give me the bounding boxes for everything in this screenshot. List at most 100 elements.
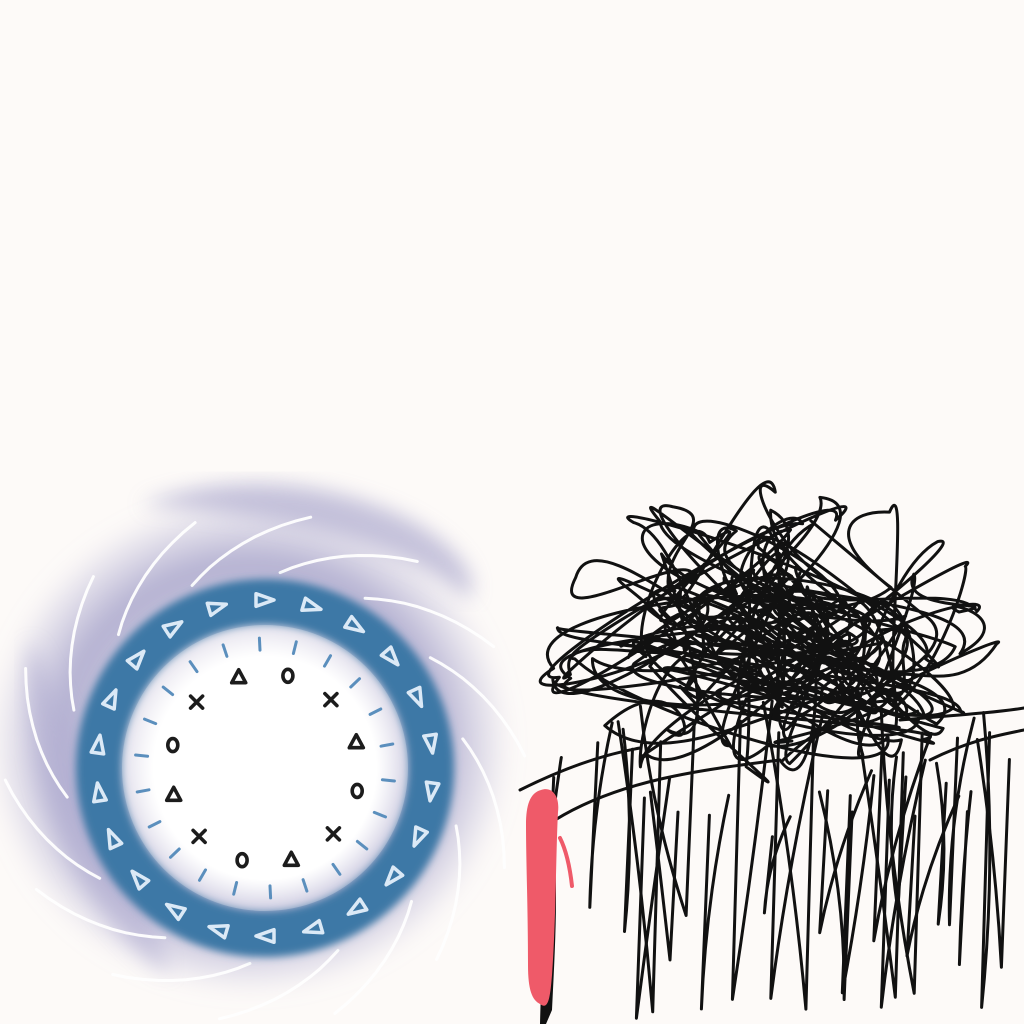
outer-triangle-symbol [207,923,230,940]
swirl-line [363,596,496,649]
swirl-line [34,887,167,940]
scribble-ray [621,727,634,933]
tick-mark [349,677,361,689]
circle-symbol [235,851,249,869]
cross-symbol [191,828,207,845]
swirl-line [333,899,413,1015]
scribble-ray [857,731,905,999]
swirl-line [24,667,69,799]
outer-triangle-symbol [164,902,187,922]
tick-mark [161,685,175,697]
swirl-line [428,656,527,758]
tick-mark [169,847,181,859]
tick-mark [143,717,158,726]
scribble-ray [872,732,933,943]
outer-triangle-symbol [379,645,400,667]
scribble-stroke [518,746,642,792]
scribble-ray [699,793,731,1011]
scribble-ray [818,769,873,935]
tick-mark [257,636,262,652]
circle-symbol [281,667,295,685]
tick-mark [232,881,239,896]
triangle-symbol [347,732,366,750]
tick-mark [221,643,229,658]
tick-mark [372,810,387,819]
outer-triangle-symbol [422,732,439,755]
tick-mark [198,868,207,882]
scribble-ray [648,790,680,962]
scribble-stroke [898,706,1024,722]
outer-triangle-symbol [343,614,366,634]
swirl-line [435,824,462,961]
swirl-line [111,961,252,983]
tick-mark [301,878,309,893]
swirl-line [117,521,197,637]
outer-triangle-symbol [91,781,108,804]
portal-tick-marks [134,636,396,900]
tick-mark [368,707,383,716]
tick-mark [135,788,151,794]
tick-mark [268,884,273,900]
scribble-ray [817,790,854,1001]
scribble-ray [957,790,973,966]
swirl-line [190,515,313,587]
scribble-stroke [928,728,1024,762]
swirl-line [3,778,102,880]
outer-triangle-symbol [125,649,146,671]
tick-mark [134,753,150,758]
triangle-symbol [229,667,248,685]
outer-triangle-symbol [89,733,106,756]
portal-ring [76,579,454,957]
tick-mark [355,839,369,851]
portal-outer-triangles [89,591,441,945]
scribble-ray [905,794,961,958]
cross-symbol [188,694,205,710]
scribble-ray [588,721,614,909]
swirl-line [461,737,506,869]
vortex-swirl-lines [3,515,527,1021]
scribble-ray [980,711,992,1009]
circle-symbol [166,736,180,754]
swirl-line [217,949,340,1021]
scribble-loops [538,480,1001,784]
outer-triangle-symbol [205,601,229,618]
red-figure [526,789,574,1024]
tick-mark [291,640,298,655]
outer-triangle-symbol [301,918,325,935]
outer-triangle-symbol [424,780,441,803]
portal-inner-symbols [164,667,366,869]
tick-mark [331,862,342,876]
outer-triangle-symbol [254,591,276,609]
swirl-line [278,553,419,575]
scribble-ray [616,720,663,1014]
cross-symbol [323,691,339,708]
scribble-rays [518,699,1024,1020]
swirl-line [68,575,95,712]
scribble-stroke [553,758,782,822]
scribble-ray [730,699,774,1001]
outer-triangle-symbol [161,620,184,639]
scribble-ray [935,761,948,926]
outer-triangle-symbol [300,596,323,613]
scribble-ray [975,738,1011,969]
tick-mark [379,742,395,748]
outer-triangle-symbol [346,897,369,916]
tick-mark [323,654,332,668]
cross-symbol [325,826,342,842]
outer-triangle-symbol [100,688,118,711]
circle-symbol [350,782,365,800]
outer-triangle-symbol [406,685,424,709]
outer-triangle-symbol [412,825,430,848]
tick-mark [147,820,162,829]
outer-triangle-symbol [384,865,405,887]
outer-triangle-symbol [106,827,124,851]
outer-triangle-symbol [130,869,151,891]
scribble-ray [889,755,908,911]
scribble-ray [761,700,816,1011]
scribble-cloud [518,480,1024,1020]
scribble-ray [762,815,792,915]
triangle-symbol [282,850,301,868]
triangle-symbol [164,785,183,803]
